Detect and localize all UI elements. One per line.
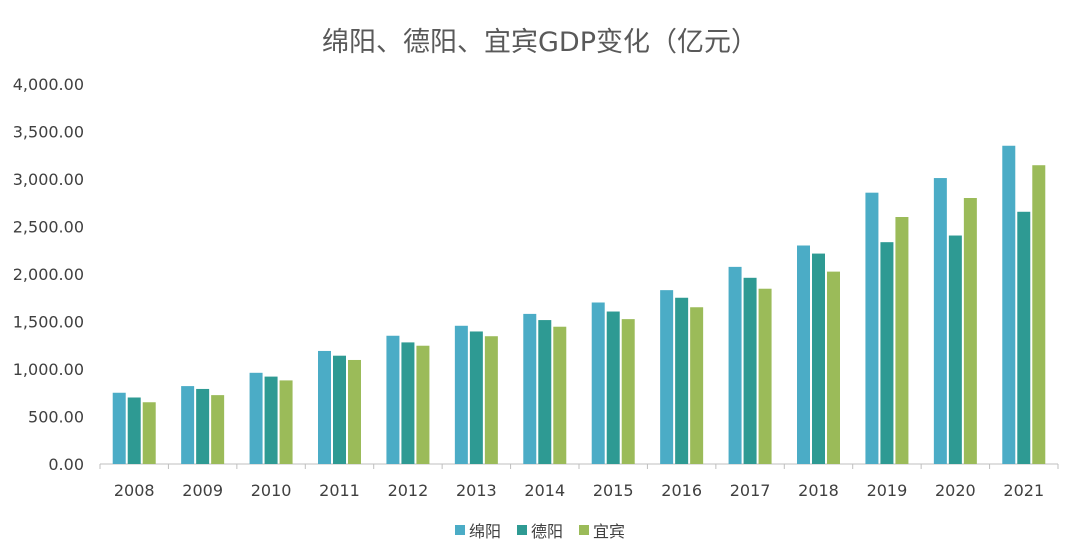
bar-2014-series-2 — [553, 326, 567, 464]
y-tick-label: 500.00 — [28, 408, 84, 427]
x-tick-label: 2021 — [1003, 481, 1044, 500]
legend-label-1: 德阳 — [530, 522, 563, 541]
x-tick-label: 2017 — [730, 481, 771, 500]
bar-2021-series-1 — [1017, 211, 1031, 464]
bar-2012-series-0 — [386, 335, 400, 464]
bar-2015-series-1 — [606, 311, 620, 464]
legend-label-2: 宜宾 — [593, 522, 626, 541]
bar-2011-series-1 — [333, 355, 346, 464]
y-axis-ticks: 0.00 500.00 1,000.00 1,500.00 2,000.00 2,500.… — [13, 75, 84, 474]
bar-2012-series-1 — [401, 342, 415, 464]
legend-swatch-2 — [579, 525, 589, 535]
bar-2009-series-1 — [196, 388, 210, 464]
legend-label-0: 绵阳 — [468, 522, 501, 541]
y-tick-label: 3,500.00 — [13, 123, 84, 142]
x-axis-ticks: 2008 2009 2010 2011 2012 2013 2014 2015 2016 2017… — [114, 481, 1044, 500]
x-tick-label: 2019 — [867, 481, 908, 500]
x-tick-label: 2010 — [251, 481, 292, 500]
bar-2017-series-1 — [743, 277, 757, 464]
bar-2016-series-2 — [690, 307, 704, 464]
x-tick-label: 2012 — [388, 481, 429, 500]
x-tick-label: 2018 — [798, 481, 839, 500]
x-tick-label: 2013 — [456, 481, 497, 500]
bar-2013-series-1 — [469, 331, 483, 464]
bar-2017-series-0 — [728, 266, 742, 464]
bar-2008-series-1 — [127, 397, 141, 464]
bar-2009-series-0 — [181, 386, 195, 464]
bar-2012-series-2 — [416, 345, 430, 464]
x-tick-label: 2009 — [182, 481, 223, 500]
y-tick-label: 3,000.00 — [13, 170, 84, 189]
bar-2020-series-0 — [933, 178, 947, 465]
bar-2018-series-1 — [812, 253, 825, 464]
bar-2010-series-1 — [264, 376, 278, 464]
bar-2011-series-2 — [348, 359, 361, 464]
bar-2015-series-0 — [591, 302, 605, 464]
bar-2008-series-0 — [112, 392, 126, 464]
x-tick-label: 2016 — [661, 481, 702, 500]
legend-swatch-1 — [516, 525, 527, 535]
x-tick-label: 2008 — [114, 481, 155, 500]
x-tick-label: 2015 — [593, 481, 634, 500]
bar-2015-series-2 — [621, 319, 635, 464]
bar-2019-series-0 — [865, 192, 879, 464]
bar-2010-series-2 — [279, 380, 293, 464]
y-tick-label: 1,500.00 — [13, 313, 84, 332]
bar-2008-series-2 — [142, 402, 156, 464]
legend-item-0: 绵阳 — [454, 518, 501, 542]
bar-2016-series-0 — [660, 290, 674, 464]
bar-2009-series-2 — [211, 395, 225, 464]
y-tick-label: 4,000.00 — [13, 75, 84, 94]
y-tick-label: 1,000.00 — [13, 360, 84, 379]
bar-2020-series-2 — [963, 198, 977, 464]
x-tick-label: 2020 — [935, 481, 976, 500]
bar-2016-series-1 — [675, 297, 689, 464]
bar-2013-series-0 — [454, 325, 468, 464]
y-tick-label: 0.00 — [48, 455, 84, 474]
bar-2011-series-0 — [318, 350, 331, 464]
bar-2017-series-2 — [758, 288, 772, 464]
bar-2019-series-2 — [895, 217, 909, 464]
bars — [112, 145, 1046, 465]
bar-2018-series-2 — [827, 271, 840, 464]
legend-item-1: 德阳 — [516, 518, 563, 542]
bar-2014-series-1 — [538, 320, 552, 464]
axes — [99, 463, 1059, 469]
legend-swatch-0 — [454, 525, 465, 535]
bar-2010-series-0 — [249, 372, 263, 464]
bar-2021-series-0 — [1002, 145, 1016, 464]
bar-2014-series-0 — [523, 313, 537, 464]
bar-2013-series-2 — [484, 336, 498, 464]
x-tick-label: 2011 — [319, 481, 360, 500]
bar-2019-series-1 — [880, 242, 894, 464]
y-tick-label: 2,500.00 — [13, 218, 84, 237]
bar-2018-series-0 — [797, 245, 810, 464]
chart-title: 绵阳、德阳、宜宾GDP变化（亿元） — [322, 27, 758, 58]
legend: 绵阳 德阳 宜宾 — [0, 518, 1080, 542]
x-tick-label: 2014 — [524, 481, 565, 500]
y-tick-label: 2,000.00 — [13, 265, 84, 284]
bar-2020-series-1 — [948, 235, 962, 464]
bar-2021-series-2 — [1032, 165, 1046, 464]
legend-item-2: 宜宾 — [579, 518, 625, 542]
